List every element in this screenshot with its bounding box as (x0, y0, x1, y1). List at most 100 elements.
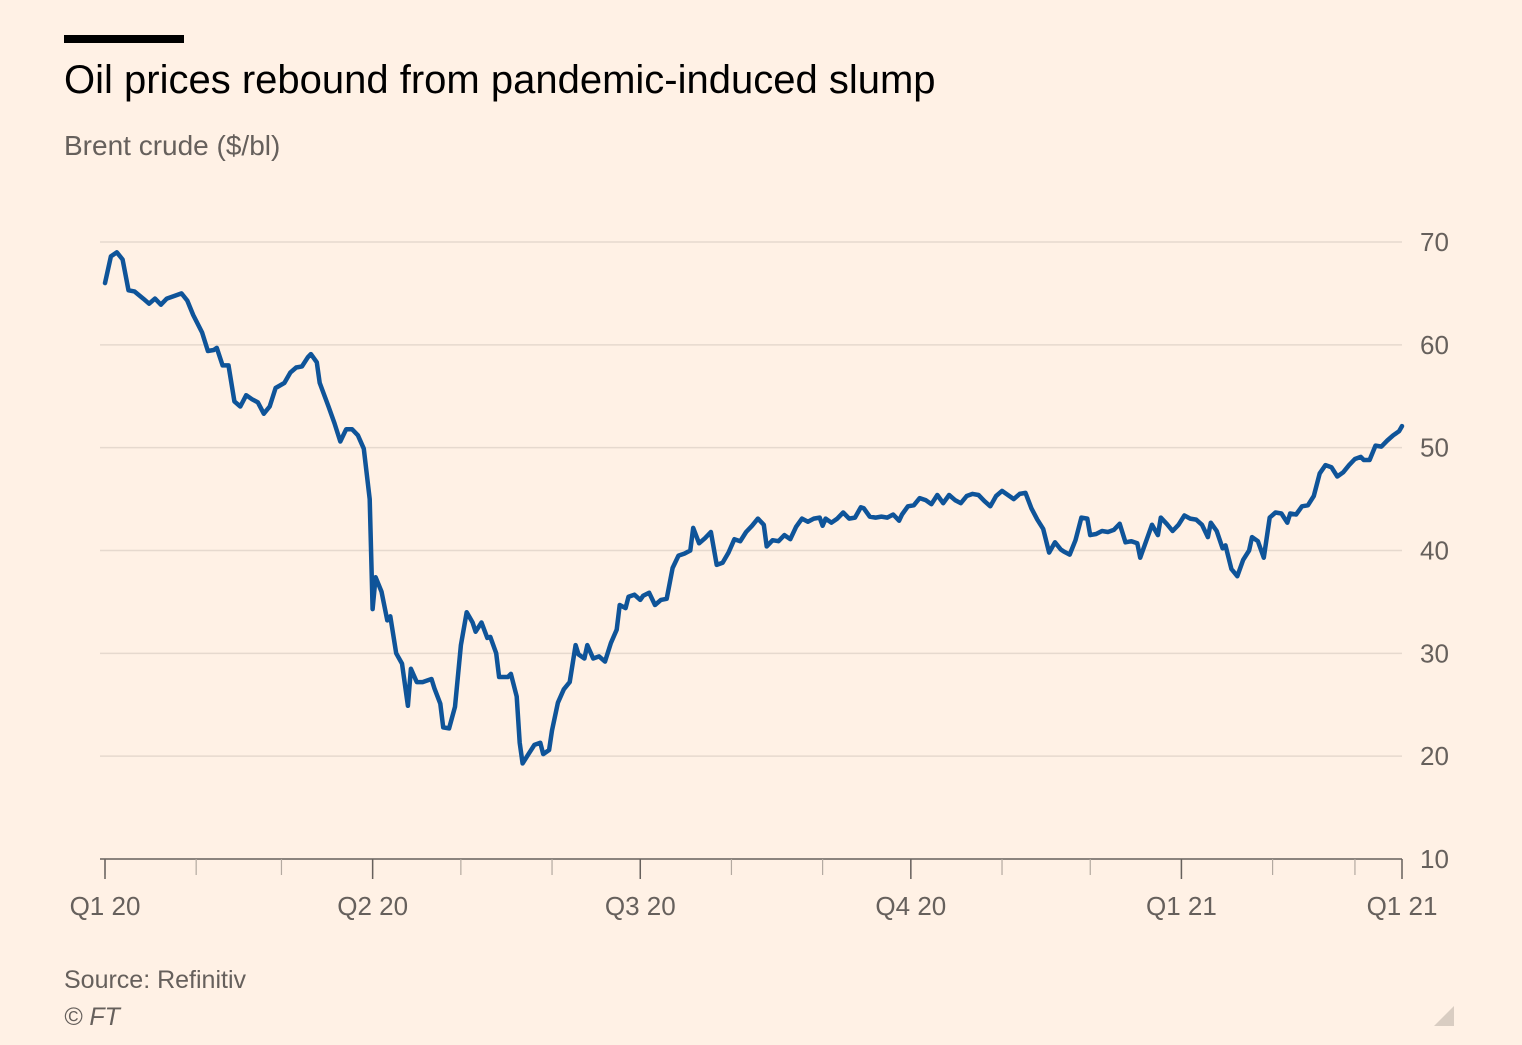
data-point (1001, 490, 1003, 492)
data-point (142, 297, 145, 300)
data-point (1080, 516, 1083, 519)
chart-subtitle: Brent crude ($/bl) (64, 130, 281, 161)
y-tick-label-70: 70 (1420, 227, 1449, 257)
data-point (1007, 494, 1009, 496)
data-point (180, 292, 183, 295)
data-point (301, 365, 303, 368)
data-point (1130, 540, 1133, 543)
data-point (401, 662, 403, 665)
data-point (533, 744, 536, 746)
data-point (577, 653, 580, 656)
data-point (213, 349, 215, 351)
data-point (186, 299, 189, 302)
data-point (615, 628, 618, 631)
data-point (568, 681, 571, 683)
data-point (757, 517, 759, 520)
data-point (257, 401, 259, 404)
data-point (1336, 475, 1339, 478)
data-point (1392, 434, 1394, 437)
data-point (995, 495, 997, 497)
y-tick-label-50: 50 (1420, 433, 1449, 463)
data-point (1024, 492, 1027, 494)
data-point (351, 428, 353, 430)
data-point (486, 637, 489, 639)
data-point (936, 494, 939, 496)
data-point (1207, 536, 1209, 538)
data-point (1086, 517, 1089, 520)
x-tick-label-2: Q3 20 (605, 891, 676, 921)
title-accent-bar (64, 35, 184, 43)
chart-title: Oil prices rebound from pandemic-induced… (64, 58, 936, 102)
data-point (1289, 512, 1292, 515)
data-point (854, 516, 856, 519)
data-point (263, 412, 265, 415)
data-point (627, 595, 630, 598)
data-point (592, 657, 595, 660)
x-tick-label-3: Q4 20 (875, 891, 946, 921)
data-point (407, 704, 409, 707)
data-point (133, 290, 136, 293)
data-point (515, 695, 518, 698)
data-point (880, 515, 883, 518)
data-point (733, 538, 736, 540)
data-point (1318, 472, 1321, 475)
data-point (848, 517, 850, 520)
data-point (1139, 556, 1142, 559)
data-point (221, 364, 224, 367)
data-point (874, 516, 877, 519)
y-tick-label-10: 10 (1420, 844, 1449, 874)
data-point (983, 500, 986, 502)
data-point (710, 531, 712, 533)
data-point (818, 516, 821, 519)
data-point (948, 494, 950, 496)
data-point (965, 495, 968, 497)
data-point (557, 701, 559, 704)
data-point (1054, 541, 1056, 544)
data-point (1330, 466, 1333, 469)
data-point (1268, 516, 1271, 519)
data-point (789, 538, 792, 540)
data-point (357, 434, 359, 437)
data-point (165, 297, 168, 300)
data-point (692, 527, 695, 529)
data-point (1368, 459, 1371, 461)
data-point (489, 636, 492, 638)
data-point (421, 681, 424, 683)
y-tick-label-60: 60 (1420, 330, 1449, 360)
data-point (542, 753, 545, 755)
data-point (1195, 518, 1197, 521)
data-point (480, 621, 483, 624)
data-point (1301, 505, 1303, 508)
data-point (1251, 536, 1253, 538)
data-point (783, 534, 786, 536)
data-point (604, 660, 606, 663)
data-point (777, 540, 780, 543)
data-point (715, 564, 718, 566)
data-point (654, 604, 656, 606)
data-point (380, 590, 383, 593)
series-line-0 (102, 250, 1405, 766)
data-point (1380, 445, 1383, 448)
data-point (1386, 439, 1389, 442)
data-point (1242, 558, 1244, 561)
data-point (1042, 528, 1044, 530)
data-point (765, 545, 768, 548)
data-point (295, 366, 297, 369)
data-point (507, 676, 509, 678)
data-point (812, 517, 815, 520)
data-point (465, 611, 468, 613)
data-point (333, 422, 336, 424)
data-point (498, 676, 500, 678)
data-point (1286, 521, 1289, 524)
data-point (1062, 550, 1065, 553)
data-point (268, 405, 271, 408)
data-point (836, 517, 839, 520)
data-point (860, 506, 862, 509)
data-point (1177, 523, 1180, 526)
gridlines (100, 241, 1402, 757)
data-point (642, 594, 645, 597)
data-point (245, 394, 247, 397)
data-point (751, 525, 753, 527)
data-point (862, 507, 865, 510)
data-point (598, 655, 600, 658)
